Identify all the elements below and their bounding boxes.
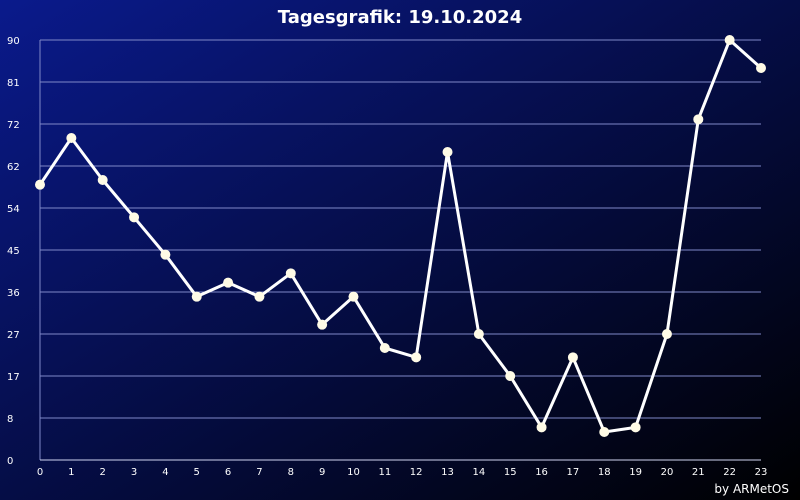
data-point (254, 291, 265, 302)
y-tick-label: 17 (7, 372, 20, 383)
y-tick-label: 62 (7, 162, 20, 173)
x-tick-label: 10 (347, 467, 360, 478)
x-tick-label: 5 (194, 467, 200, 478)
data-point (536, 422, 547, 433)
data-point (129, 212, 140, 223)
data-point (473, 329, 484, 339)
x-tick-labels: 0 1 2 3 4 5 6 7 8 9 10 11 12 13 14 15 16 17 18 19 20 21 22 23 (37, 467, 768, 478)
y-tick-labels: 90 81 72 62 54 45 36 27 17 8 0 (7, 36, 20, 467)
data-point (505, 371, 516, 381)
y-tick-label: 90 (7, 36, 20, 47)
data-point (756, 63, 766, 73)
x-tick-label: 21 (692, 467, 705, 478)
x-tick-label: 17 (567, 467, 580, 478)
data-point (348, 291, 359, 302)
x-tick-label: 3 (131, 467, 137, 478)
data-point (379, 343, 390, 353)
x-tick-label: 8 (288, 467, 294, 478)
data-point (442, 147, 453, 157)
series (35, 35, 766, 437)
chart-credit: by ARMetOS (714, 482, 789, 496)
x-tick-label: 4 (162, 467, 168, 478)
x-tick-label: 16 (535, 467, 548, 478)
data-point (724, 35, 735, 45)
data-point (191, 291, 202, 302)
data-point (317, 319, 328, 330)
data-point (630, 422, 641, 433)
data-point (693, 114, 704, 125)
x-tick-label: 23 (755, 467, 768, 478)
x-tick-label: 18 (598, 467, 611, 478)
x-tick-label: 6 (225, 467, 231, 478)
y-tick-label: 45 (7, 246, 20, 257)
y-tick-label: 36 (7, 288, 20, 299)
x-tick-label: 2 (100, 467, 106, 478)
y-tick-label: 72 (7, 120, 20, 131)
x-tick-label: 22 (723, 467, 736, 478)
x-tick-label: 13 (441, 467, 454, 478)
data-point (661, 329, 672, 339)
x-tick-label: 19 (629, 467, 642, 478)
data-point (66, 133, 77, 143)
x-tick-label: 7 (256, 467, 262, 478)
data-point (35, 179, 45, 190)
axes (39, 40, 761, 461)
data-point (160, 249, 171, 260)
x-tick-label: 15 (504, 467, 517, 478)
data-point (285, 268, 296, 279)
y-tick-label: 27 (7, 330, 20, 341)
x-tick-label: 11 (378, 467, 391, 478)
x-tick-label: 14 (473, 467, 486, 478)
x-tick-label: 9 (319, 467, 325, 478)
data-point (97, 175, 108, 185)
y-tick-label: 8 (7, 414, 13, 425)
y-tick-label: 0 (7, 456, 13, 467)
x-tick-label: 0 (37, 467, 43, 478)
data-point (567, 352, 578, 363)
data-point (599, 427, 610, 437)
x-tick-label: 1 (68, 467, 74, 478)
x-tick-label: 12 (410, 467, 423, 478)
y-tick-label: 81 (7, 78, 20, 89)
data-point (411, 352, 422, 363)
series-line (38, 38, 762, 434)
gridlines (40, 39, 761, 419)
chart-title: Tagesgrafik: 19.10.2024 (278, 7, 522, 28)
y-tick-label: 54 (7, 204, 20, 215)
data-point (223, 277, 234, 288)
x-tick-label: 20 (661, 467, 674, 478)
